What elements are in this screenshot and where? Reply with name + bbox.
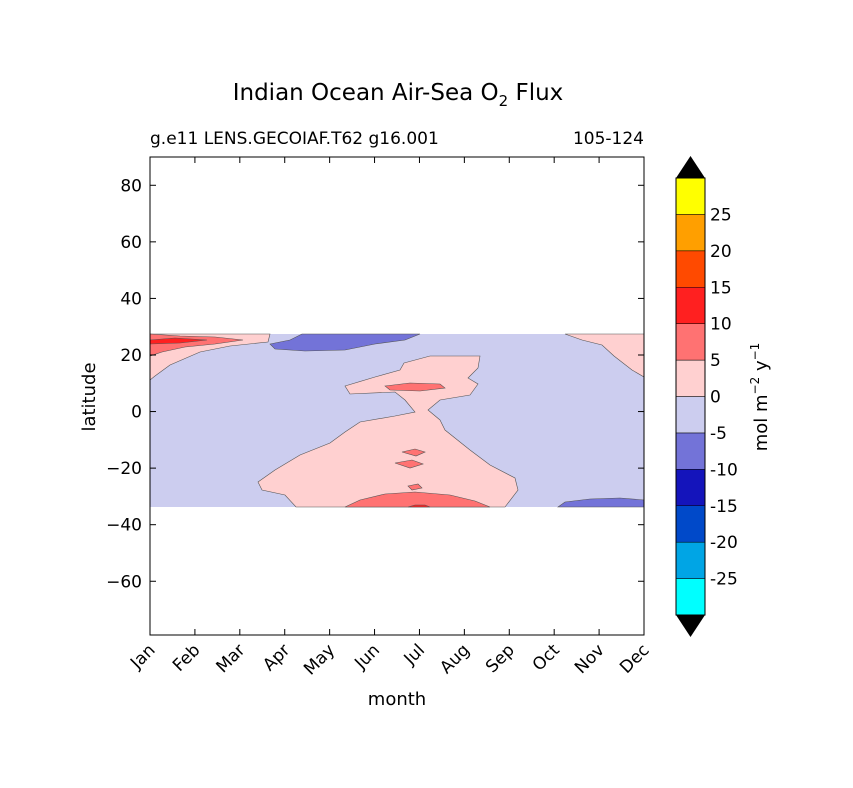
y-axis: 80 60 40 20 0 −20 −40 −60 — [106, 176, 644, 592]
colorbar-bin — [675, 432, 706, 470]
colorbar-tick-label: 10 — [710, 315, 732, 335]
field-pos10-15-jan — [150, 337, 208, 345]
y-tick-label: 0 — [131, 403, 142, 423]
field-neg10-5-nov — [557, 497, 644, 508]
y-tick-label: 40 — [120, 289, 142, 309]
colorbar-bin — [675, 177, 706, 215]
x-axis-label: month — [368, 689, 426, 710]
x-tick-label: Oct — [529, 640, 564, 675]
colorbar-tick-label: 0 — [710, 388, 721, 408]
colorbar-bin — [675, 323, 706, 361]
colorbar-label-sup2: −1 — [748, 343, 762, 361]
chart-subtitle-left: g.e11 LENS.GECOIAF.T62 g16.001 — [150, 129, 439, 149]
x-tick-label: Jun — [350, 640, 384, 674]
y-tick-label: 20 — [120, 346, 142, 366]
chart-title-sub: 2 — [499, 92, 509, 110]
colorbar-bin — [675, 469, 706, 507]
colorbar-tick-label: 25 — [710, 205, 732, 225]
y-tick-label: 60 — [120, 233, 142, 253]
x-tick-label: Sep — [482, 640, 519, 677]
field-pos5-10-jul-c — [407, 483, 423, 491]
colorbar-extend-bottom — [676, 615, 705, 637]
colorbar-frame — [675, 177, 706, 616]
colorbar-bin — [675, 359, 706, 397]
colorbar-tick-label: -5 — [710, 424, 727, 444]
colorbar-tick-label: 20 — [710, 242, 732, 262]
x-tick-label: Nov — [571, 640, 609, 678]
field-neg10-5-may — [269, 333, 421, 352]
x-tick-label: Jan — [126, 640, 159, 673]
x-tick-label: Feb — [169, 640, 204, 675]
x-tick-label: Aug — [436, 640, 474, 678]
field-pos5-10-jul-a — [401, 448, 426, 457]
chart-title: Indian Ocean Air-Sea O2 Flux — [233, 80, 564, 110]
x-tick-label: Mar — [213, 640, 250, 677]
colorbar-label: mol m−2 y−1 — [748, 343, 772, 452]
plot-frame — [149, 156, 645, 636]
field-pos5-10-jul-b — [394, 459, 424, 469]
colorbar-bin — [675, 578, 706, 616]
colorbar-tick-label: -20 — [710, 533, 738, 553]
field-pos0-5-central — [257, 355, 519, 508]
colorbar-bin — [675, 250, 706, 288]
colorbar-tick-label: -10 — [710, 460, 738, 480]
colorbar-bin — [675, 505, 706, 543]
colorbar-extend-top — [676, 156, 705, 178]
x-tick-label: May — [300, 640, 339, 679]
colorbar-bin — [675, 541, 706, 579]
y-tick-label: 80 — [120, 176, 142, 196]
plot-area: 80 60 40 20 0 −20 −40 −60 Jan Feb Mar Apr May Jun Jul… — [106, 156, 654, 679]
colorbar-label-sup1: −2 — [748, 377, 762, 395]
colorbar-bin — [675, 396, 706, 434]
field-pos5-10-south — [344, 491, 491, 508]
x-tick-label: Jul — [400, 640, 429, 669]
colorbar-bin — [675, 214, 706, 252]
field-pos10-15-south — [407, 504, 431, 508]
y-tick-label: −60 — [106, 572, 142, 592]
colorbar-tick-label: -25 — [710, 570, 738, 590]
y-tick-label: −40 — [106, 516, 142, 536]
colorbar-tick-label: 5 — [710, 351, 721, 371]
colorbar-bin — [675, 287, 706, 324]
chart-subtitle-right: 105-124 — [573, 129, 644, 149]
field-pos5-10-jul-north — [384, 382, 446, 392]
colorbar-tick-label: -15 — [710, 497, 738, 517]
y-tick-label: −20 — [106, 459, 142, 479]
colorbar-tick-label: 15 — [710, 278, 732, 298]
x-tick-label: Apr — [259, 640, 294, 675]
y-axis-label: latitude — [79, 362, 100, 431]
field-pos0-5-dec — [564, 333, 644, 378]
x-tick-label: Dec — [616, 640, 653, 677]
colorbar: 25 20 15 10 5 0 -5 -10 -15 -20 -25 — [675, 156, 738, 637]
